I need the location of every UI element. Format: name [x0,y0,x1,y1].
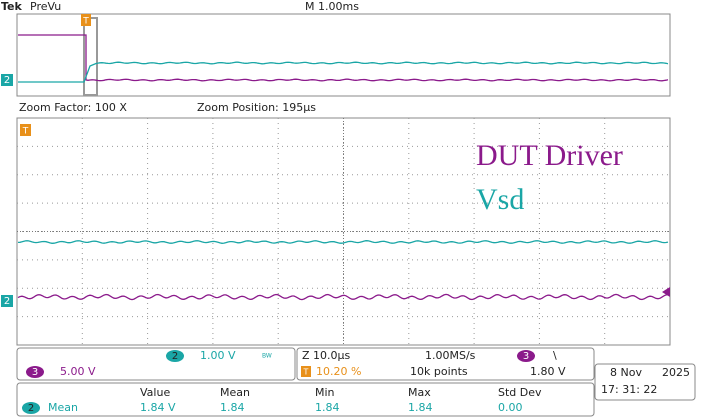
brand: Tek [1,0,23,13]
record-length: 10k points [410,365,468,378]
ch2-badge [166,350,184,362]
measurement-table: Value Mean Min Max Std Dev 2 Mean 1.84 V 1.84 1.8… [22,386,542,414]
measurement-source: 2 [28,403,34,414]
measurement-box [16,382,595,417]
acquisition-box [296,347,595,381]
ch3-number: 3 [32,367,38,378]
datetime-box [594,363,696,401]
trigger-pos-marker: T [303,368,309,377]
overview-traces [18,34,669,83]
sample-rate: 1.00MS/s [425,349,476,362]
vsd-trace [17,240,669,244]
ch3-level-marker [662,287,670,297]
trace-label: Vsd [476,183,524,216]
main-trigger-box [20,124,31,136]
measurement-header: Min [315,386,335,399]
time: 17: 31: 22 [601,383,657,396]
trigger-pos-icon [301,366,311,377]
trigger-level: 1.80 V [530,365,566,378]
zoom-factor: Zoom Factor: 100 X [19,101,127,114]
main-trigger-marker: T [22,127,29,137]
year: 2025 [662,366,690,379]
trace-label: DUT Driver [476,139,623,172]
date: 8 Nov [610,366,642,379]
measurement-value: 1.84 [220,401,245,414]
trigger-marker: T [82,17,89,27]
measurement-header: Mean [220,386,250,399]
measurement-header: Std Dev [498,386,542,399]
trigger-source: 3 [523,351,529,362]
overview-driver [18,34,669,82]
measurement-value: 0.00 [498,401,523,414]
driver-trace [17,293,669,301]
ch2-marker-box [1,74,13,86]
trigger-position: 10.20 % [316,365,361,378]
ch2-bandwidth: BW [262,353,272,360]
trigger-marker-box [81,14,91,26]
measurement-header: Max [408,386,431,399]
mode: PreVu [30,0,61,13]
measurement-type: Mean [48,401,78,414]
main-traces [17,240,669,301]
ch2-scale: 1.00 V [200,349,236,362]
channel-box [16,347,296,381]
ch2-number: 2 [172,351,178,362]
source-badge [22,402,40,414]
main-ch2-box [1,295,13,307]
zoom-scale: Z 10.0µs [302,349,351,362]
trigger-slope: \ [553,349,557,362]
ch3-scale: 5.00 V [60,365,96,378]
measurement-value: 1.84 [315,401,340,414]
overview-frame [16,13,671,97]
measurement-value: 1.84 [408,401,433,414]
overview-vsd [18,61,669,83]
ch3-badge [26,366,44,378]
trigger-source-badge [517,350,535,362]
zoom-position: Zoom Position: 195µs [197,101,316,114]
measurement-header: Value [140,386,170,399]
main-ch2-marker: 2 [4,296,10,307]
timebase: M 1.00ms [305,0,359,13]
graticule [17,118,670,345]
ch2-marker: 2 [4,75,10,86]
measurement-value: 1.84 V [140,401,176,414]
